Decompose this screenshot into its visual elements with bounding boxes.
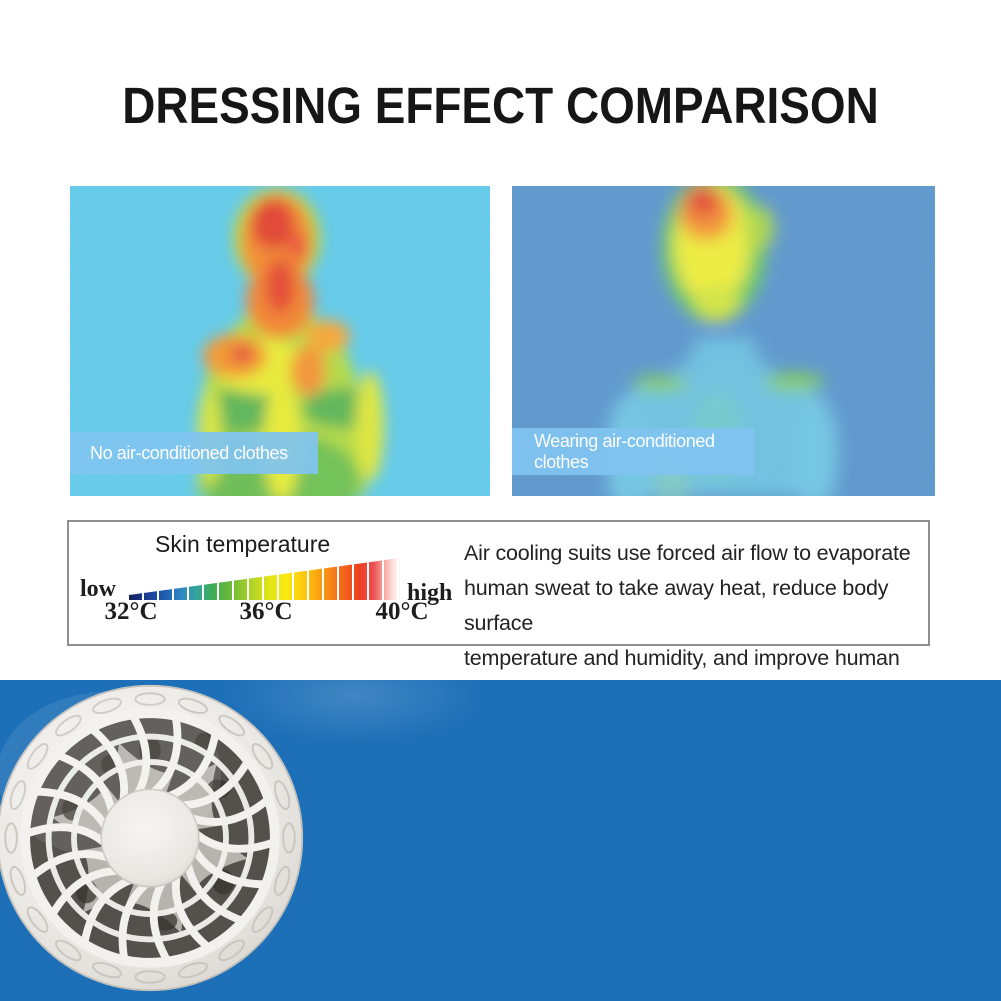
- label-no-cooling: No air-conditioned clothes: [70, 432, 318, 474]
- page-title: DRESSING EFFECT COMPARISON: [122, 77, 879, 134]
- scale-tick-32c: 32°C: [104, 598, 158, 625]
- label-with-cooling: Wearing air-conditioned clothes: [512, 428, 754, 475]
- description-line-2: human sweat to take away heat, reduce bo…: [464, 576, 889, 635]
- fan-icon: [0, 684, 304, 992]
- scale-high-label: high: [407, 580, 453, 606]
- scale-tick-36c: 36°C: [239, 598, 293, 625]
- description-line-1: Air cooling suits use forced air flow to…: [464, 541, 911, 565]
- temperature-scale-title: Skin temperature: [155, 531, 331, 557]
- scale-low-label: low: [80, 576, 116, 602]
- temperature-gradient-scale: [129, 558, 400, 600]
- scale-tick-40c: 40°C: [375, 598, 429, 625]
- fan-photo: [0, 682, 306, 994]
- thermal-image-no-cooling: No air-conditioned clothes: [70, 186, 490, 496]
- thermal-image-with-cooling: Wearing air-conditioned clothes: [512, 186, 935, 496]
- feature-panel: INNOVATIVE DESIGN FEATHER LEAVES Even an…: [0, 680, 1001, 1001]
- temperature-panel: Skin temperature low high 32°C 36°C 40°C…: [67, 520, 930, 705]
- label-no-cooling-text: No air-conditioned clothes: [90, 442, 288, 463]
- label-with-cooling-text: Wearing air-conditioned clothes: [534, 430, 715, 472]
